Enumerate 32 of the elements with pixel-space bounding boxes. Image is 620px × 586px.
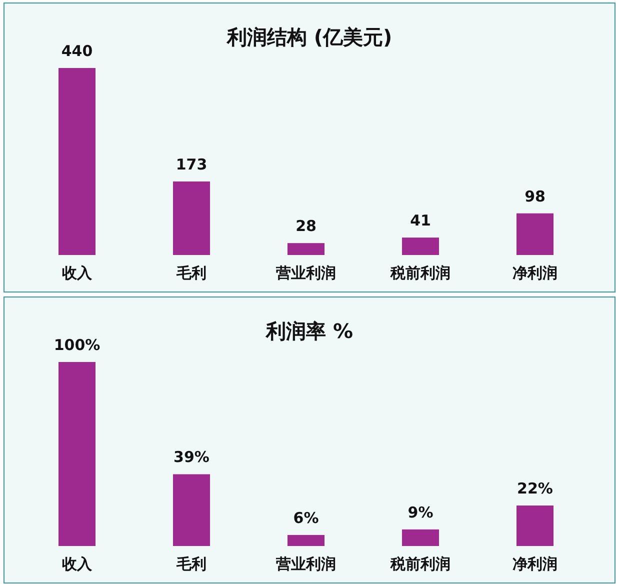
x-tick-label: 税前利润 [390,555,450,573]
data-label: 173 [176,155,208,174]
data-label: 28 [296,217,316,236]
data-label: 98 [524,187,546,206]
data-label: 22% [517,480,553,498]
bar [402,529,439,546]
bar [516,213,554,255]
chart-title: 利润结构 (亿美元) [226,25,392,49]
data-label: 6% [293,508,319,527]
x-tick-label: 营业利润 [275,555,336,573]
bar [402,238,439,255]
x-tick-label: 净利润 [512,264,558,282]
data-label: 100% [54,336,100,354]
x-tick-label: 税前利润 [390,264,450,282]
data-label: 9% [408,503,434,522]
x-tick-label: 营业利润 [275,264,336,282]
chart-title: 利润率 % [264,319,354,343]
bar [173,474,210,546]
data-label: 440 [61,42,93,60]
x-tick-label: 毛利 [176,264,206,282]
bar [58,362,96,546]
x-tick-label: 毛利 [176,555,206,573]
bar [288,534,324,546]
bar [173,181,210,255]
x-tick-label: 净利润 [512,555,558,573]
bar [516,506,554,546]
bar [58,68,96,255]
bar [288,243,324,255]
x-tick-label: 收入 [62,555,93,573]
data-label: 39% [174,448,210,466]
x-tick-label: 收入 [62,264,93,282]
data-label: 41 [410,212,431,230]
